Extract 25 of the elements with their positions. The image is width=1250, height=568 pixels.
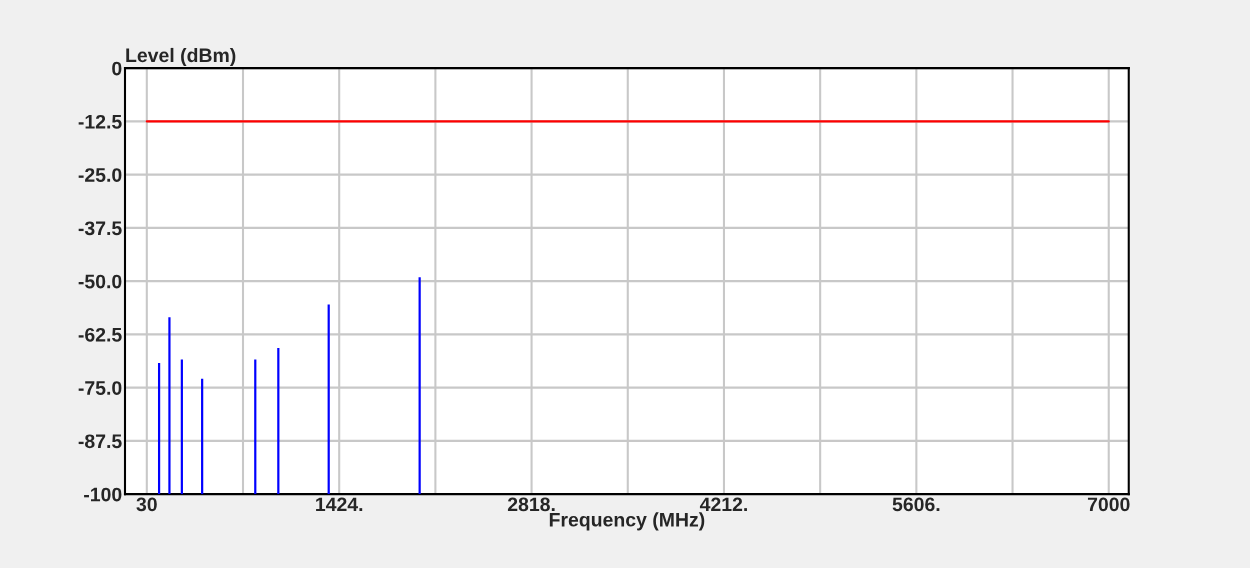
y-tick-label: -87.5 xyxy=(78,434,122,449)
y-tick-label: 0 xyxy=(112,61,122,76)
bar xyxy=(201,378,204,495)
x-axis-title: Frequency (MHz) xyxy=(549,512,705,531)
x-tick-label: 5606. xyxy=(892,497,940,512)
y-tick-label: -75.0 xyxy=(78,381,122,395)
bar xyxy=(254,359,257,495)
x-tick-label: 4212. xyxy=(699,497,747,512)
y-tick-label: -50.0 xyxy=(78,274,122,289)
bar xyxy=(157,362,161,495)
y-tick-label: -100 xyxy=(84,487,122,502)
x-tick-label: 1424. xyxy=(316,497,363,512)
bar xyxy=(277,348,280,495)
y-axis-title: Level (dBm) xyxy=(126,47,236,67)
x-tick-label: 7000 xyxy=(1087,497,1130,512)
bar xyxy=(327,304,330,495)
y-tick-label: -37.5 xyxy=(78,221,122,236)
x-tick-label: 30 xyxy=(136,497,157,512)
x-tick-label: 2818. xyxy=(507,497,555,512)
y-tick-label: -12.5 xyxy=(78,114,122,129)
bar xyxy=(418,277,421,495)
y-tick-label: -62.5 xyxy=(78,327,122,342)
bar xyxy=(168,317,171,495)
bar xyxy=(180,359,183,495)
y-tick-label: -25.0 xyxy=(78,168,122,182)
